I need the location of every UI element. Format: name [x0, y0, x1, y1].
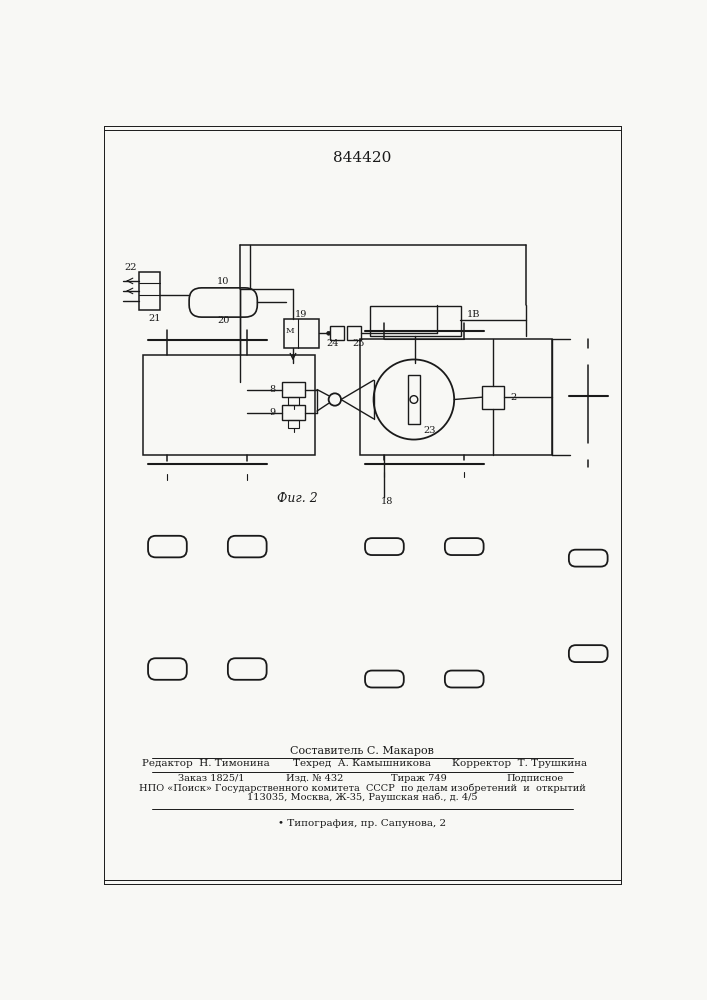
- Text: 22: 22: [124, 263, 137, 272]
- Bar: [284, 319, 319, 348]
- Text: 9: 9: [269, 408, 275, 417]
- Text: 1B: 1B: [467, 310, 480, 319]
- Bar: [408, 375, 420, 424]
- Text: Техред  А. Камышникова: Техред А. Камышникова: [293, 759, 431, 768]
- Text: 19: 19: [295, 310, 307, 319]
- Text: Тираж 749: Тираж 749: [391, 774, 446, 783]
- Bar: [330, 326, 344, 340]
- Text: 20: 20: [217, 316, 229, 325]
- Text: Заказ 1825/1: Заказ 1825/1: [178, 774, 245, 783]
- Text: 23: 23: [423, 426, 436, 435]
- Text: НПО «Поиск» Государственного комитета  СССР  по делам изобретений  и  открытий: НПО «Поиск» Государственного комитета СС…: [139, 784, 585, 793]
- Text: Корректор  Т. Трушкина: Корректор Т. Трушкина: [452, 759, 587, 768]
- Bar: [139, 272, 160, 310]
- Text: 8: 8: [269, 385, 275, 394]
- Bar: [347, 326, 361, 340]
- Text: Подписное: Подписное: [507, 774, 564, 783]
- Text: Изд. № 432: Изд. № 432: [286, 774, 344, 783]
- Bar: [482, 386, 504, 409]
- Text: 18: 18: [380, 497, 393, 506]
- Text: 25: 25: [352, 339, 364, 348]
- Text: 10: 10: [217, 277, 229, 286]
- Text: Фиг. 2: Фиг. 2: [277, 492, 318, 505]
- Text: 2: 2: [510, 393, 516, 402]
- Text: 113035, Москва, Ж-35, Раушская наб., д. 4/5: 113035, Москва, Ж-35, Раушская наб., д. …: [247, 793, 477, 802]
- Bar: [370, 306, 461, 336]
- Bar: [360, 339, 552, 455]
- Bar: [143, 355, 315, 455]
- Bar: [288, 420, 299, 428]
- Text: 21: 21: [148, 314, 160, 323]
- Text: M: M: [286, 327, 294, 335]
- Text: 844420: 844420: [333, 151, 391, 165]
- Bar: [282, 382, 305, 397]
- Text: • Типография, пр. Сапунова, 2: • Типография, пр. Сапунова, 2: [278, 819, 446, 828]
- Bar: [288, 397, 299, 405]
- Circle shape: [327, 331, 331, 335]
- Text: 24: 24: [326, 339, 339, 348]
- Text: Составитель С. Макаров: Составитель С. Макаров: [290, 746, 434, 756]
- Bar: [282, 405, 305, 420]
- Text: Редактор  Н. Тимонина: Редактор Н. Тимонина: [142, 759, 270, 768]
